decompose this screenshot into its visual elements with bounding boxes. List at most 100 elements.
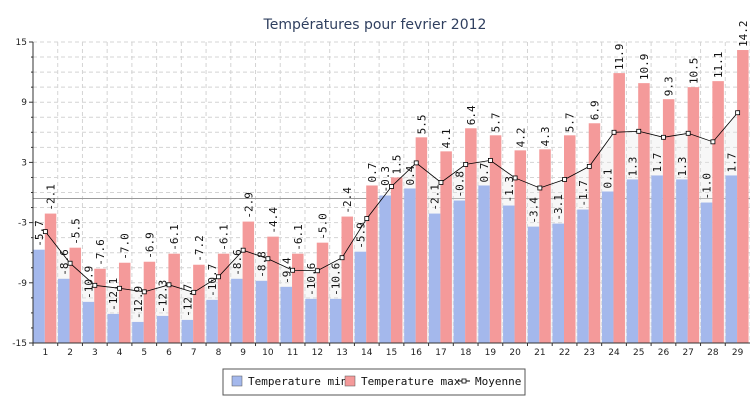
x-tick-label-21: 21 (534, 348, 545, 358)
bar-min-20 (503, 205, 515, 343)
bar-max-16 (415, 137, 428, 343)
average-marker-20 (512, 175, 518, 181)
average-marker-7 (191, 289, 197, 295)
value-label-max-1: -2.1 (45, 184, 58, 211)
x-tick-label-1: 1 (42, 348, 48, 358)
y-tick-label: 9 (21, 98, 27, 108)
bar-max-11 (292, 253, 304, 343)
x-tick-label-12: 12 (312, 348, 323, 358)
value-label-min-3: -10.9 (82, 266, 95, 299)
bar-max-17 (440, 151, 452, 343)
value-label-max-2: -5.5 (69, 218, 82, 245)
value-label-min-22: -3.1 (552, 194, 565, 221)
value-label-min-6: -12.3 (157, 280, 170, 313)
value-label-max-5: -6.9 (143, 232, 156, 259)
bar-min-9 (231, 278, 243, 343)
average-marker-23 (586, 164, 592, 169)
bar-min-22 (552, 223, 565, 343)
average-marker-1 (42, 229, 48, 235)
y-tick-label: 3 (21, 158, 27, 168)
average-marker-27 (685, 130, 691, 136)
value-label-min-4: -12.1 (107, 278, 120, 311)
value-label-max-17: 4.1 (440, 128, 453, 148)
bar-min-1 (33, 249, 45, 343)
bar-max-12 (316, 242, 329, 343)
x-tick-label-20: 20 (509, 348, 521, 358)
bars (33, 50, 749, 344)
bar-min-21 (527, 226, 540, 343)
value-label-max-25: 10.9 (638, 54, 651, 81)
bar-max-26 (662, 99, 675, 343)
bar-max-23 (588, 123, 601, 344)
value-label-max-10: -4.4 (267, 207, 280, 234)
x-tick-label-27: 27 (682, 348, 693, 358)
bar-min-24 (601, 191, 614, 343)
average-marker-10 (265, 256, 271, 262)
bar-max-15 (390, 177, 403, 343)
value-label-max-19: 5.7 (490, 112, 503, 132)
bar-min-11 (280, 286, 293, 343)
average-marker-21 (537, 185, 543, 191)
bar-min-2 (58, 278, 70, 343)
legend-label-avg: Moyenne (475, 375, 521, 388)
value-label-max-15: 1.5 (391, 155, 404, 175)
x-tick-label-9: 9 (240, 348, 246, 358)
x-tick-label-10: 10 (262, 348, 274, 358)
bar-max-6 (168, 253, 180, 343)
x-tick-label-24: 24 (608, 348, 620, 358)
value-label-max-6: -6.1 (168, 224, 181, 251)
value-label-max-4: -7.0 (119, 233, 132, 260)
value-label-max-21: 4.3 (539, 126, 552, 146)
value-label-max-27: 10.5 (687, 58, 700, 85)
bar-min-17 (428, 213, 441, 343)
bar-max-21 (539, 149, 551, 343)
bar-min-10 (255, 280, 268, 343)
value-label-min-27: 1.3 (676, 157, 689, 177)
bar-max-7 (193, 264, 205, 343)
value-label-min-21: -3.4 (528, 197, 541, 224)
value-label-min-2: -8.6 (58, 249, 71, 276)
x-tick-label-15: 15 (386, 348, 397, 358)
value-label-max-23: 6.9 (588, 100, 601, 120)
bar-min-16 (404, 188, 416, 343)
legend-marker-avg (461, 378, 467, 384)
bar-max-19 (489, 135, 502, 343)
bar-max-2 (69, 247, 82, 343)
bar-max-25 (638, 83, 650, 344)
value-label-max-22: 5.7 (564, 112, 577, 132)
bar-min-3 (82, 301, 95, 343)
average-marker-6 (166, 282, 172, 288)
bar-max-22 (564, 135, 576, 343)
value-label-max-9: -2.9 (242, 192, 255, 219)
bar-max-13 (341, 216, 353, 343)
bar-min-6 (156, 315, 169, 343)
legend-label-max: Temperature max (361, 375, 461, 388)
bar-max-9 (242, 221, 255, 343)
y-tick-label: -3 (18, 219, 27, 229)
x-tick-label-4: 4 (117, 348, 123, 358)
value-label-max-11: -6.1 (292, 224, 305, 251)
average-marker-13 (339, 255, 345, 261)
x-tick-label-22: 22 (559, 348, 570, 358)
value-label-max-8: -6.1 (218, 224, 231, 251)
average-marker-16 (413, 160, 419, 166)
value-label-min-29: 1.7 (725, 153, 738, 173)
bar-max-29 (737, 50, 749, 343)
y-tick-label: -9 (18, 279, 27, 289)
value-label-min-18: -0.8 (453, 171, 466, 198)
average-marker-17 (438, 180, 444, 185)
average-marker-11 (290, 267, 296, 273)
x-tick-label-29: 29 (732, 348, 744, 358)
average-marker-19 (487, 157, 493, 163)
chart-title: Températures pour fevrier 2012 (263, 17, 487, 33)
value-label-max-29: 14.2 (737, 21, 750, 48)
legend: Temperature min Temperature max Moyenne (222, 368, 526, 396)
average-marker-4 (117, 285, 122, 291)
value-label-min-20: -1.3 (503, 176, 516, 203)
legend-label-min: Temperature min (248, 375, 347, 388)
average-marker-5 (141, 289, 147, 295)
x-tick-label-16: 16 (410, 348, 422, 358)
value-label-min-13: -10.6 (330, 263, 343, 296)
value-label-min-5: -12.9 (132, 286, 145, 319)
